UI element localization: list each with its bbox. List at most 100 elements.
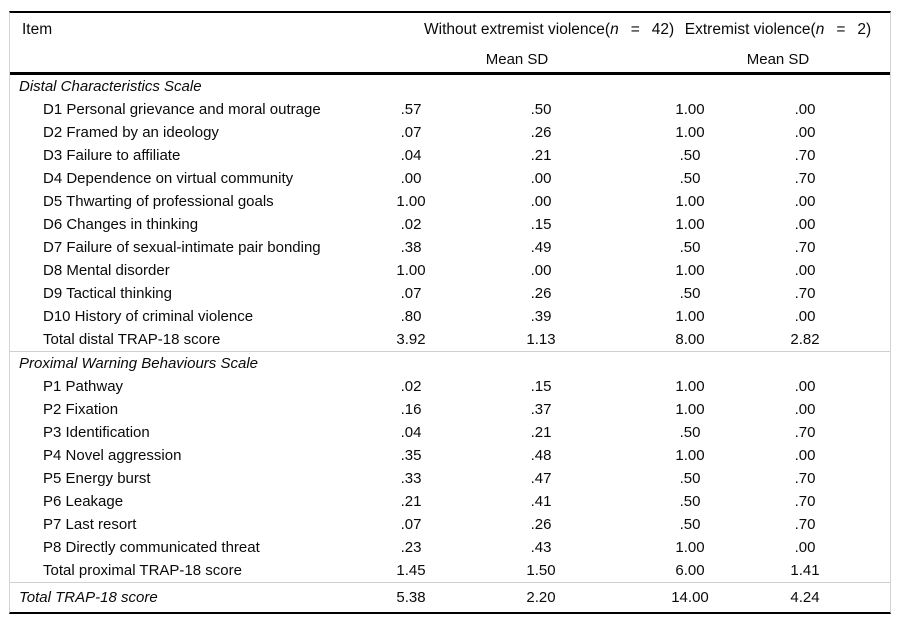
value-mean-extremist: 1.00 (675, 308, 705, 325)
value-sd-extremist: .70 (794, 170, 816, 187)
item-label: P4 Novel aggression (43, 447, 182, 464)
table-row: D5 Thwarting of professional goals 1.00 .0… (10, 190, 890, 213)
item-label: D9 Tactical thinking (43, 285, 172, 302)
item-label: P7 Last resort (43, 516, 137, 533)
value-sd-without: .37 (530, 401, 552, 418)
value-sd-without: .47 (530, 470, 552, 487)
table-row: P3 Identification .04 .21 .50 .70 (10, 421, 890, 444)
value-mean-extremist: 1.00 (675, 539, 705, 556)
table-row: D6 Changes in thinking .02 .15 1.00 .00 (10, 213, 890, 236)
value-mean-without: .04 (400, 147, 422, 164)
value-sd-without: 1.13 (526, 331, 556, 348)
value-mean-extremist: 1.00 (675, 124, 705, 141)
value-mean-extremist: .50 (679, 424, 701, 441)
value-mean-without: .07 (400, 124, 422, 141)
group2-equals: = (836, 21, 846, 38)
value-mean-extremist: 1.00 (675, 101, 705, 118)
value-mean-without: .21 (400, 493, 422, 510)
value-mean-without: .02 (400, 378, 422, 395)
table-row: P8 Directly communicated threat .23 .43 1.0… (10, 536, 890, 559)
subheader-mean-sd-group2: Mean SD (746, 51, 810, 68)
value-sd-extremist: .00 (794, 216, 816, 233)
group2-prefix: Extremist violence( (684, 21, 816, 38)
value-mean-extremist: 6.00 (675, 562, 705, 579)
item-label: D6 Changes in thinking (43, 216, 199, 233)
value-mean-without: .04 (400, 424, 422, 441)
column-header-group-without-violence: Without extremist violence(n = 42) (352, 21, 674, 39)
value-mean-extremist: 1.00 (675, 193, 705, 210)
group2-n-symbol: n (815, 21, 825, 38)
value-mean-without: .00 (400, 170, 422, 187)
value-sd-without: .00 (530, 193, 552, 210)
group1-count: 42) (651, 21, 675, 38)
table-row: Total TRAP-18 score 5.38 2.20 14.00 4.24 (10, 583, 890, 612)
value-mean-extremist: .50 (679, 170, 701, 187)
value-mean-without: .07 (400, 285, 422, 302)
table-row: P6 Leakage .21 .41 .50 .70 (10, 490, 890, 513)
table-header: Item Without extremist violence(n = 42) Ex… (10, 13, 890, 75)
value-sd-extremist: .00 (794, 401, 816, 418)
total-label: Total TRAP-18 score (19, 589, 158, 606)
value-sd-extremist: .00 (794, 193, 816, 210)
table-row: D4 Dependence on virtual community .00 .00… (10, 167, 890, 190)
value-mean-without: 5.38 (396, 589, 426, 606)
value-sd-without: .48 (530, 447, 552, 464)
section-title-row: Distal Characteristics Scale (10, 75, 890, 98)
value-mean-without: .02 (400, 216, 422, 233)
table-row: P1 Pathway .02 .15 1.00 .00 (10, 375, 890, 398)
table-row: D1 Personal grievance and moral outrage.… (10, 98, 890, 121)
value-sd-without: .26 (530, 516, 552, 533)
value-sd-without: .43 (530, 539, 552, 556)
value-mean-without: .38 (400, 239, 422, 256)
item-label: Total distal TRAP-18 score (43, 331, 221, 348)
header-row-groups: Item Without extremist violence(n = 42) Ex… (10, 13, 890, 47)
value-sd-extremist: 4.24 (790, 589, 820, 606)
value-mean-without: 1.00 (396, 193, 426, 210)
value-sd-extremist: .70 (794, 516, 816, 533)
value-sd-extremist: 1.41 (790, 562, 820, 579)
section-title: Proximal Warning Behaviours Scale (19, 355, 258, 372)
value-mean-extremist: .50 (679, 147, 701, 164)
value-sd-extremist: 2.82 (790, 331, 820, 348)
value-sd-extremist: .70 (794, 147, 816, 164)
item-label: P2 Fixation (43, 401, 119, 418)
value-mean-extremist: 1.00 (675, 447, 705, 464)
section-divider-rule (10, 351, 890, 352)
value-sd-extremist: .00 (794, 124, 816, 141)
value-sd-without: .50 (530, 101, 552, 118)
value-mean-without: .80 (400, 308, 422, 325)
value-mean-extremist: 1.00 (675, 216, 705, 233)
value-mean-extremist: .50 (679, 516, 701, 533)
value-sd-extremist: .00 (794, 447, 816, 464)
section-divider-rule (10, 582, 890, 583)
item-label: D8 Mental disorder (43, 262, 170, 279)
item-label: P6 Leakage (43, 493, 124, 510)
value-mean-extremist: .50 (679, 239, 701, 256)
value-mean-extremist: 14.00 (671, 589, 709, 606)
section-title: Distal Characteristics Scale (19, 78, 202, 95)
table-row: D8 Mental disorder 1.00 .00 1.00 .00 (10, 259, 890, 282)
item-label: P1 Pathway (43, 378, 124, 395)
item-label: D2 Framed by an ideology (43, 124, 219, 141)
value-sd-extremist: .00 (794, 308, 816, 325)
value-sd-without: .00 (530, 262, 552, 279)
item-label: Total proximal TRAP-18 score (43, 562, 242, 579)
column-header-group-extremist-violence: Extremist violence(n = 2) (612, 21, 890, 39)
table-row: D3 Failure to affiliate .04 .21 .50 .70 (10, 144, 890, 167)
value-sd-without: .39 (530, 308, 552, 325)
value-sd-extremist: .70 (794, 239, 816, 256)
value-mean-without: 1.00 (396, 262, 426, 279)
table-row: D7 Failure of sexual-intimate pair bondi… (10, 236, 890, 259)
value-mean-without: .07 (400, 516, 422, 533)
table-body: Distal Characteristics Scale D1 Personal … (10, 75, 890, 612)
value-mean-without: .33 (400, 470, 422, 487)
item-label: P8 Directly communicated threat (43, 539, 260, 556)
value-sd-extremist: .70 (794, 470, 816, 487)
value-sd-without: 1.50 (526, 562, 556, 579)
header-row-mean-sd: Mean SD Mean SD (10, 47, 890, 72)
value-mean-without: .16 (400, 401, 422, 418)
value-sd-without: .26 (530, 285, 552, 302)
value-sd-extremist: .70 (794, 493, 816, 510)
item-label: P3 Identification (43, 424, 150, 441)
